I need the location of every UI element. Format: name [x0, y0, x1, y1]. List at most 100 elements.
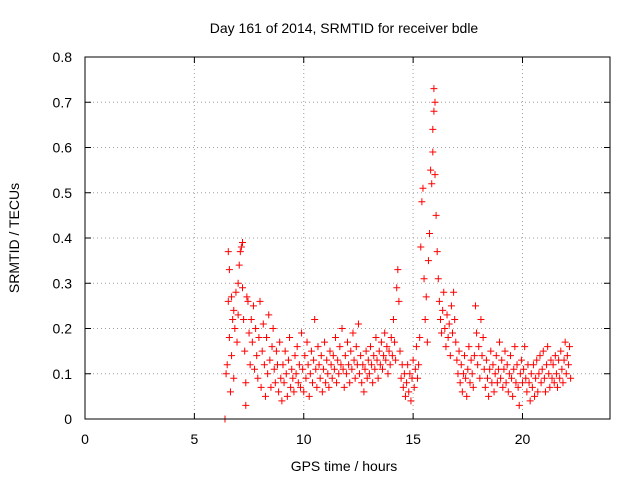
y-tick-label: 0.4: [53, 230, 73, 246]
data-point: [317, 352, 325, 360]
y-tick-label: 0.2: [53, 321, 73, 337]
data-point: [234, 279, 242, 287]
data-point: [289, 374, 297, 382]
data-point: [471, 302, 479, 310]
data-point: [498, 356, 506, 364]
data-point: [477, 315, 485, 323]
data-point: [429, 125, 437, 133]
data-point: [281, 347, 289, 355]
data-point: [364, 356, 372, 364]
data-point: [319, 365, 327, 373]
data-point: [301, 352, 309, 360]
data-point: [545, 370, 553, 378]
data-point: [313, 383, 321, 391]
data-point: [342, 370, 350, 378]
data-point: [410, 383, 418, 391]
data-point: [382, 356, 390, 364]
data-point: [500, 365, 508, 373]
data-point: [245, 329, 253, 337]
data-point: [247, 315, 255, 323]
data-point: [469, 383, 477, 391]
data-point: [440, 288, 448, 296]
data-point: [548, 374, 556, 382]
data-point: [275, 388, 283, 396]
data-point: [420, 275, 428, 283]
data-point: [225, 334, 233, 342]
data-point: [457, 361, 465, 369]
data-point: [401, 392, 409, 400]
data-point: [409, 356, 417, 364]
data-point: [414, 374, 421, 382]
data-point: [451, 315, 459, 323]
data-point: [550, 379, 558, 387]
data-point: [526, 397, 534, 405]
data-point: [491, 370, 499, 378]
data-point: [482, 356, 490, 364]
data-point: [376, 361, 384, 369]
data-point: [244, 297, 252, 305]
data-point: [421, 315, 429, 323]
data-point: [340, 383, 348, 391]
data-point: [465, 343, 473, 351]
data-point: [272, 347, 280, 355]
data-point: [256, 297, 264, 305]
data-point: [419, 184, 427, 192]
data-point: [360, 388, 368, 396]
data-point: [224, 297, 232, 305]
data-point: [375, 347, 383, 355]
data-point: [517, 356, 525, 364]
data-point: [393, 284, 401, 292]
data-point: [510, 365, 518, 373]
data-point: [441, 325, 449, 332]
y-tick-label: 0: [64, 411, 72, 427]
data-point: [278, 397, 286, 405]
y-tick-label: 0.6: [53, 140, 73, 156]
data-point: [481, 383, 489, 391]
data-point: [540, 374, 548, 382]
data-point: [312, 365, 320, 373]
data-point: [528, 383, 536, 391]
data-point: [505, 370, 513, 378]
data-point: [556, 374, 564, 382]
data-point: [290, 388, 298, 396]
data-point: [252, 325, 260, 332]
data-point: [388, 352, 396, 360]
data-point: [504, 388, 512, 396]
data-point: [239, 239, 246, 247]
data-point: [350, 356, 358, 364]
data-point: [280, 379, 288, 387]
x-tick-label: 5: [190, 431, 198, 447]
data-point: [417, 243, 425, 251]
data-point: [502, 379, 510, 387]
data-point: [497, 374, 505, 382]
data-point: [299, 365, 307, 373]
data-point: [240, 315, 248, 323]
data-point: [461, 352, 469, 360]
data-point: [283, 392, 291, 400]
data-point: [525, 379, 533, 387]
data-point: [384, 370, 392, 378]
data-point: [309, 379, 316, 387]
y-tick-label: 0.3: [53, 275, 73, 291]
data-point: [515, 401, 523, 409]
data-point: [316, 374, 324, 382]
data-point: [509, 392, 517, 400]
data-point: [267, 383, 275, 391]
data-point: [287, 383, 295, 391]
data-point: [389, 315, 397, 323]
data-point: [321, 338, 329, 346]
data-point: [271, 379, 279, 387]
data-point: [537, 379, 545, 387]
data-point: [486, 365, 494, 373]
data-point: [394, 266, 402, 274]
data-point: [484, 374, 491, 382]
data-point: [455, 347, 463, 355]
data-point: [339, 365, 347, 373]
data-point: [224, 248, 232, 256]
y-tick-label: 0.1: [53, 366, 73, 382]
data-point: [310, 356, 318, 364]
data-point: [516, 370, 524, 378]
data-point: [370, 352, 378, 360]
data-point: [434, 275, 442, 283]
grid: [85, 57, 610, 419]
